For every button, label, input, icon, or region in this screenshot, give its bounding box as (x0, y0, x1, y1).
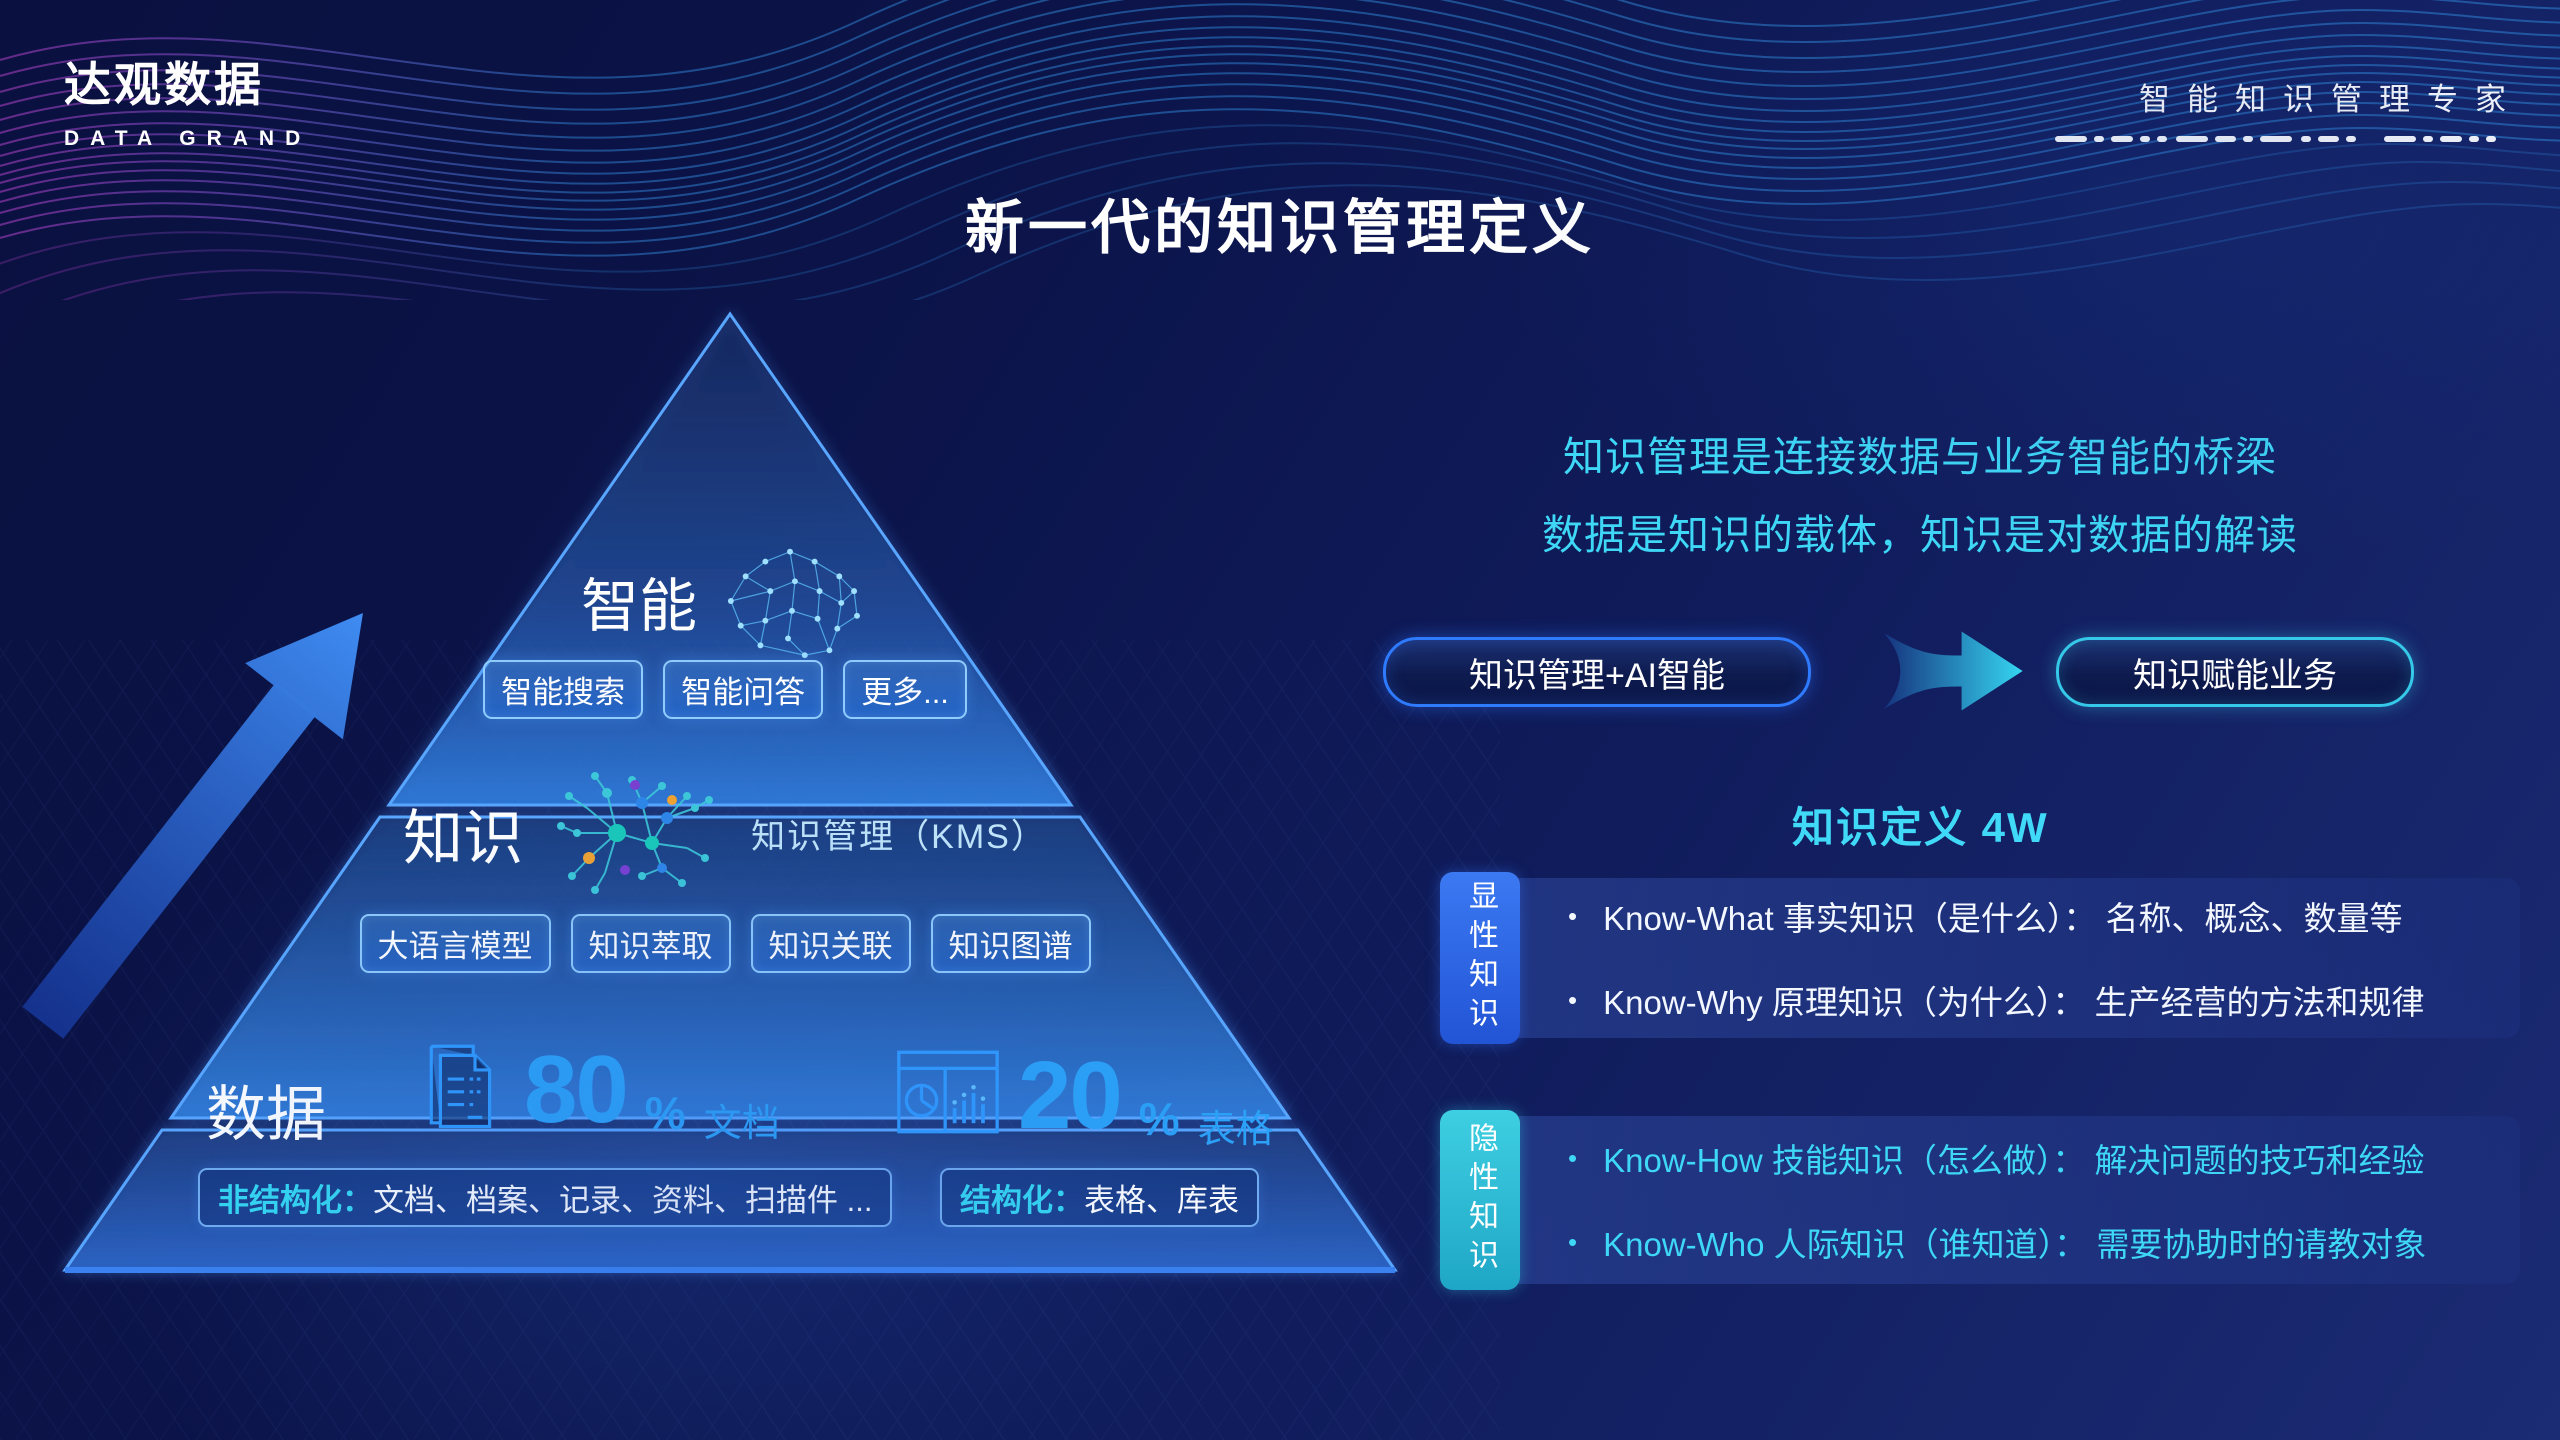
tacit-knowledge-tab: 隐性知识 (1440, 1110, 1520, 1290)
intelligence-tags: 智能搜索 智能问答 更多... (40, 660, 1410, 719)
pyramid-level-intelligence: 智能 (40, 532, 1410, 670)
brand-name-en: DATA GRAND (64, 127, 312, 150)
knowledge-pyramid: 智能 智能搜索 智能问答 更多... 知识 (40, 300, 1410, 1290)
header-tagline: 智能知识管理专家 (2054, 74, 2506, 148)
tacit-knowledge-bullets: Know-How 技能知识（怎么做）： 解决问题的技巧和经验 Know-Who … (1568, 1110, 2426, 1290)
stat-documents-unit: % (644, 1087, 686, 1139)
bullet-know-who: Know-Who 人际知识（谁知道）： 需要协助时的请教对象 (1568, 1218, 2426, 1266)
category-structured-items: 表格、库表 (1084, 1183, 1239, 1218)
flow-source-button[interactable]: 知识管理+AI智能 (1383, 637, 1811, 707)
page-title: 新一代的知识管理定义 (964, 195, 1596, 261)
category-unstructured-items: 文档、档案、记录、资料、扫描件 ... (373, 1183, 873, 1218)
stat-tables-suffix: 表格 (1197, 1109, 1274, 1151)
explicit-knowledge-tab: 显性知识 (1440, 872, 1520, 1044)
stat-tables-value: 20 (1018, 1042, 1123, 1149)
level-intelligence-label: 智能 (580, 574, 697, 639)
document-icon (429, 1044, 492, 1129)
tacit-knowledge-card: 隐性知识 Know-How 技能知识（怎么做）： 解决问题的技巧和经验 Know… (1440, 1110, 2520, 1290)
bullet-know-what: Know-What 事实知识（是什么）： 名称、概念、数量等 (1568, 892, 2424, 940)
tag-more[interactable]: 更多... (843, 660, 967, 719)
tag-knowledge-graph[interactable]: 知识图谱 (930, 914, 1091, 973)
level-knowledge-label: 知识 (403, 804, 524, 872)
stat-documents-value: 80 (524, 1036, 629, 1143)
brand-name-cn: 达观数据 (64, 58, 264, 111)
brand-logo: 达观数据 DATA GRAND (64, 46, 311, 151)
category-unstructured: 非结构化：文档、档案、记录、资料、扫描件 ... (198, 1168, 893, 1227)
intro-line-2: 数据是知识的载体，知识是对数据的解读 (1542, 512, 2298, 558)
explicit-knowledge-bullets: Know-What 事实知识（是什么）： 名称、概念、数量等 Know-Why … (1568, 872, 2424, 1044)
category-structured: 结构化：表格、库表 (940, 1168, 1259, 1227)
stat-tables: 20 % 表格 (896, 1048, 1274, 1153)
stat-documents-suffix: 文档 (703, 1103, 780, 1145)
explicit-knowledge-card: 显性知识 Know-What 事实知识（是什么）： 名称、概念、数量等 Know… (1440, 872, 2520, 1044)
knowledge-graph-icon (557, 772, 714, 894)
intro-statement: 知识管理是连接数据与业务智能的桥梁 数据是知识的载体，知识是对数据的解读 (1498, 418, 2342, 574)
intro-line-1: 知识管理是连接数据与业务智能的桥梁 (1563, 434, 2277, 480)
stat-tables-unit: % (1138, 1093, 1180, 1145)
tag-knowledge-extraction[interactable]: 知识萃取 (570, 914, 731, 973)
kms-caption: 知识管理（KMS） (751, 817, 1047, 856)
flow-arrow-icon (1884, 631, 2023, 711)
knowledge-definition-title: 知识定义 4W (1792, 804, 2049, 851)
table-chart-icon (897, 1050, 999, 1134)
morse-line-decoration (2055, 136, 2505, 142)
flow-target-button[interactable]: 知识赋能业务 (2056, 637, 2414, 707)
tag-smart-search[interactable]: 智能搜索 (483, 660, 644, 719)
stat-documents: 80 % 文档 (424, 1042, 780, 1147)
pyramid-level-knowledge: 知识 知识管理（KMS） (40, 758, 1410, 908)
category-unstructured-prefix: 非结构化： (218, 1183, 373, 1218)
knowledge-tags: 大语言模型 知识萃取 知识关联 知识图谱 (40, 914, 1410, 973)
level-data-label: 数据 (206, 1081, 326, 1148)
brain-network-icon (727, 548, 860, 659)
tag-smart-qa[interactable]: 智能问答 (663, 660, 824, 719)
category-structured-prefix: 结构化： (960, 1183, 1084, 1218)
tagline-text: 智能知识管理专家 (2139, 82, 2523, 117)
bullet-know-why: Know-Why 原理知识（为什么）： 生产经营的方法和规律 (1568, 976, 2424, 1024)
tag-llm[interactable]: 大语言模型 (359, 914, 551, 973)
bullet-know-how: Know-How 技能知识（怎么做）： 解决问题的技巧和经验 (1568, 1134, 2426, 1182)
tag-knowledge-linking[interactable]: 知识关联 (750, 914, 911, 973)
